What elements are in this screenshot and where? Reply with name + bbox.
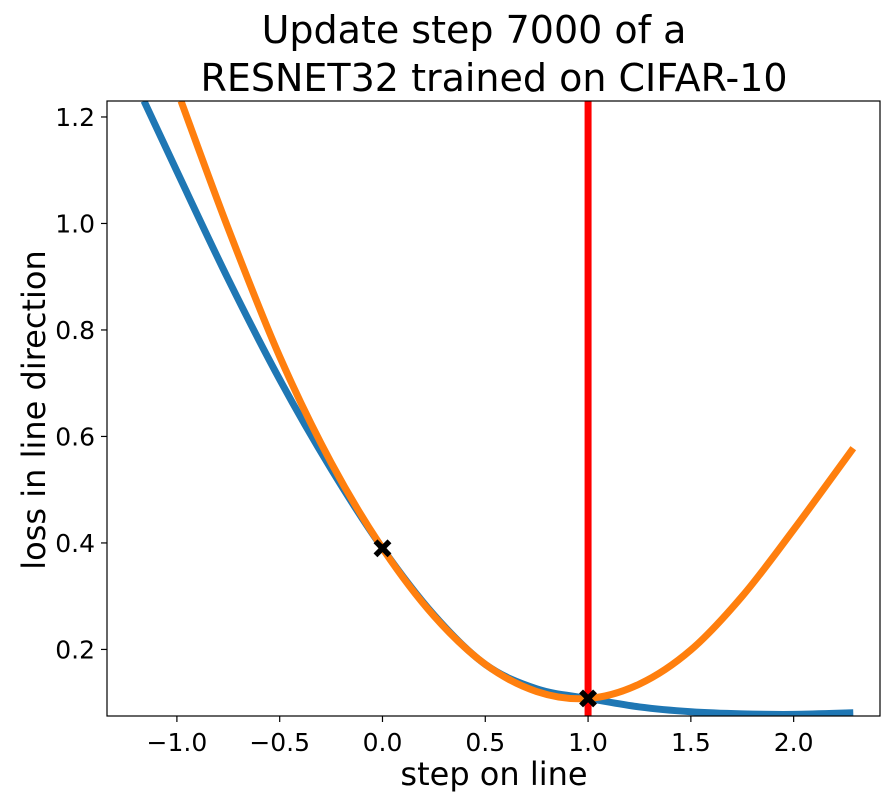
x-tick-label-6: 2.0 [774,728,814,757]
marker-x-1 [373,539,392,558]
y-axis-label: loss in line direction [15,250,53,569]
chart-title: Update step 7000 of a [262,8,687,52]
plot-inner [140,101,857,716]
y-tick-label-2: 0.6 [55,422,95,451]
x-tick-label-3: 0.5 [465,728,505,757]
x-tick-label-5: 1.5 [671,728,711,757]
x-tick-label-2: 0.0 [363,728,403,757]
x-axis-label: step on line [400,755,587,793]
y-tick-label-1: 0.4 [55,529,95,558]
marker-x-2-stroke-b [579,689,598,708]
marker-x-2 [579,689,598,708]
y-tick-label-5: 1.2 [55,103,95,132]
y-tick-label-3: 0.8 [55,316,95,345]
plot-frame [106,100,881,717]
y-tick-label-0: 0.2 [55,635,95,664]
marker-x-1-stroke-b [373,539,392,558]
y-tick-label-4: 1.0 [55,209,95,238]
x-tick-label-4: 1.0 [568,728,608,757]
x-tick-label-1: −0.5 [249,728,310,757]
chart-subtitle: RESNET32 trained on CIFAR-10 [200,56,787,100]
y-axis-ticks: 0.2 0.4 0.6 0.8 1.0 1.2 [55,103,107,664]
series-line-2 [177,101,857,703]
x-axis-ticks: −1.0 −0.5 0.0 0.5 1.0 1.5 2.0 [147,716,814,757]
x-tick-label-0: −1.0 [147,728,208,757]
plot-area [106,100,881,717]
